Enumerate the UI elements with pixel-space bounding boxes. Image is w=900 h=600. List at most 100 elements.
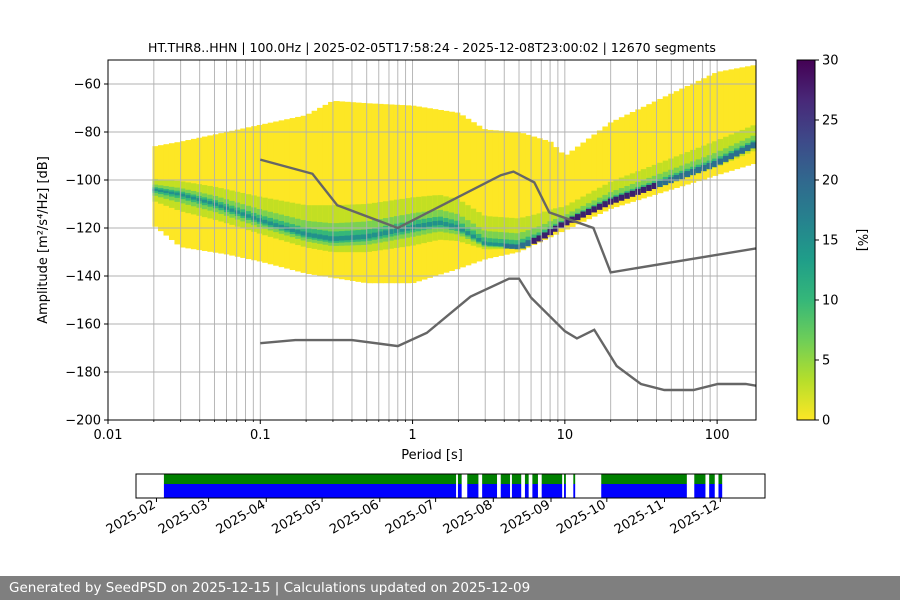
density-cell <box>492 130 499 258</box>
density-cell <box>262 123 269 263</box>
density-cell <box>443 110 450 273</box>
density-cell <box>514 131 521 253</box>
density-cell <box>168 191 176 195</box>
density-cell <box>388 104 395 284</box>
density-cell <box>503 244 510 249</box>
density-cell <box>574 146 582 225</box>
density-cell <box>520 238 527 246</box>
date-tick-label: 2025-12 <box>668 497 723 537</box>
date-tick-label: 2025-07 <box>383 497 438 537</box>
density-cell <box>574 214 582 221</box>
date-tick-label: 2025-06 <box>327 497 382 537</box>
coverage-data-segment <box>573 474 576 484</box>
date-tick-label: 2025-10 <box>554 497 609 537</box>
density-cell <box>339 101 346 280</box>
density-cell <box>328 236 335 241</box>
x-tick-label: 0.01 <box>94 428 123 443</box>
noise-model-nlnm <box>260 277 756 392</box>
density-cell <box>739 67 746 168</box>
density-cell <box>415 106 422 282</box>
density-cell <box>306 113 313 275</box>
y-tick-label: −180 <box>65 366 101 381</box>
density-cell <box>596 203 603 210</box>
density-cell <box>509 244 516 249</box>
coverage-data-segment <box>718 474 723 484</box>
density-cell <box>503 239 510 247</box>
density-cell <box>256 124 263 262</box>
density-cell <box>553 147 560 235</box>
density-cell <box>421 222 428 228</box>
coverage-used-segment <box>163 484 457 498</box>
density-cell <box>662 179 669 186</box>
density-cell <box>542 139 549 240</box>
density-cell <box>629 112 636 202</box>
density-cell <box>695 80 702 182</box>
coverage-used-segment <box>601 484 687 498</box>
density-cell <box>596 130 603 215</box>
date-tick-label: 2025-04 <box>214 497 269 537</box>
density-cell <box>410 105 417 284</box>
density-cell <box>657 181 664 188</box>
colorbar-tick-label: 20 <box>822 174 839 189</box>
density-cell <box>531 136 538 246</box>
density-cell <box>465 231 472 235</box>
density-cell <box>278 224 285 229</box>
density-cell <box>157 189 165 193</box>
density-cell <box>580 211 587 218</box>
density-cell <box>487 129 494 259</box>
y-tick-label: −120 <box>65 222 101 237</box>
density-cell <box>448 111 455 271</box>
y-tick-label: −100 <box>65 174 101 189</box>
density-cell <box>640 106 647 199</box>
density-cell <box>454 112 461 270</box>
density-cell <box>317 107 324 276</box>
density-cell <box>273 223 280 227</box>
coverage-data-segment <box>467 474 479 484</box>
density-cell <box>311 110 318 275</box>
density-cell <box>179 193 187 197</box>
density-cell <box>525 134 532 248</box>
density-cell <box>531 237 538 244</box>
coverage-data-segment <box>457 474 462 484</box>
density-cell <box>437 109 444 275</box>
density-cell <box>591 206 598 213</box>
density-cell <box>498 243 505 247</box>
density-cell <box>602 126 609 212</box>
density-cell <box>240 212 247 216</box>
density-cell <box>273 121 280 266</box>
density-cell <box>344 235 351 241</box>
density-cell <box>207 201 214 205</box>
density-cell <box>481 241 488 245</box>
colorbar-label: [%] <box>854 229 869 252</box>
density-cell <box>514 240 521 248</box>
density-cell <box>624 192 631 199</box>
density-cell <box>355 234 362 240</box>
density-cell <box>454 224 461 229</box>
density-cell <box>289 118 296 271</box>
density-cell <box>640 186 647 193</box>
density-cell <box>734 68 741 170</box>
coverage-used-segment <box>482 484 498 498</box>
density-cell <box>289 228 296 233</box>
y-axis-label: Amplitude [m²/s⁴/Hz] [dB] <box>36 156 51 324</box>
density-cell <box>558 152 565 233</box>
plot-frame <box>107 59 757 421</box>
psd-density-heatmap <box>152 65 756 284</box>
density-cell <box>256 218 263 222</box>
density-cell <box>366 103 373 284</box>
density-cell <box>547 229 554 236</box>
density-cell <box>701 165 708 172</box>
density-cell <box>728 69 735 171</box>
coverage-data-segment <box>601 474 687 484</box>
density-cell <box>498 239 505 247</box>
density-cell <box>492 238 499 247</box>
date-tick-label: 2025-03 <box>156 497 211 537</box>
density-cell <box>152 188 159 191</box>
density-cell <box>245 214 252 218</box>
coverage-data-segment <box>709 474 715 484</box>
density-cell <box>657 98 664 194</box>
density-cell <box>174 192 181 196</box>
density-cell <box>673 175 680 182</box>
x-tick-label: 1 <box>408 428 416 443</box>
density-cell <box>706 75 713 178</box>
